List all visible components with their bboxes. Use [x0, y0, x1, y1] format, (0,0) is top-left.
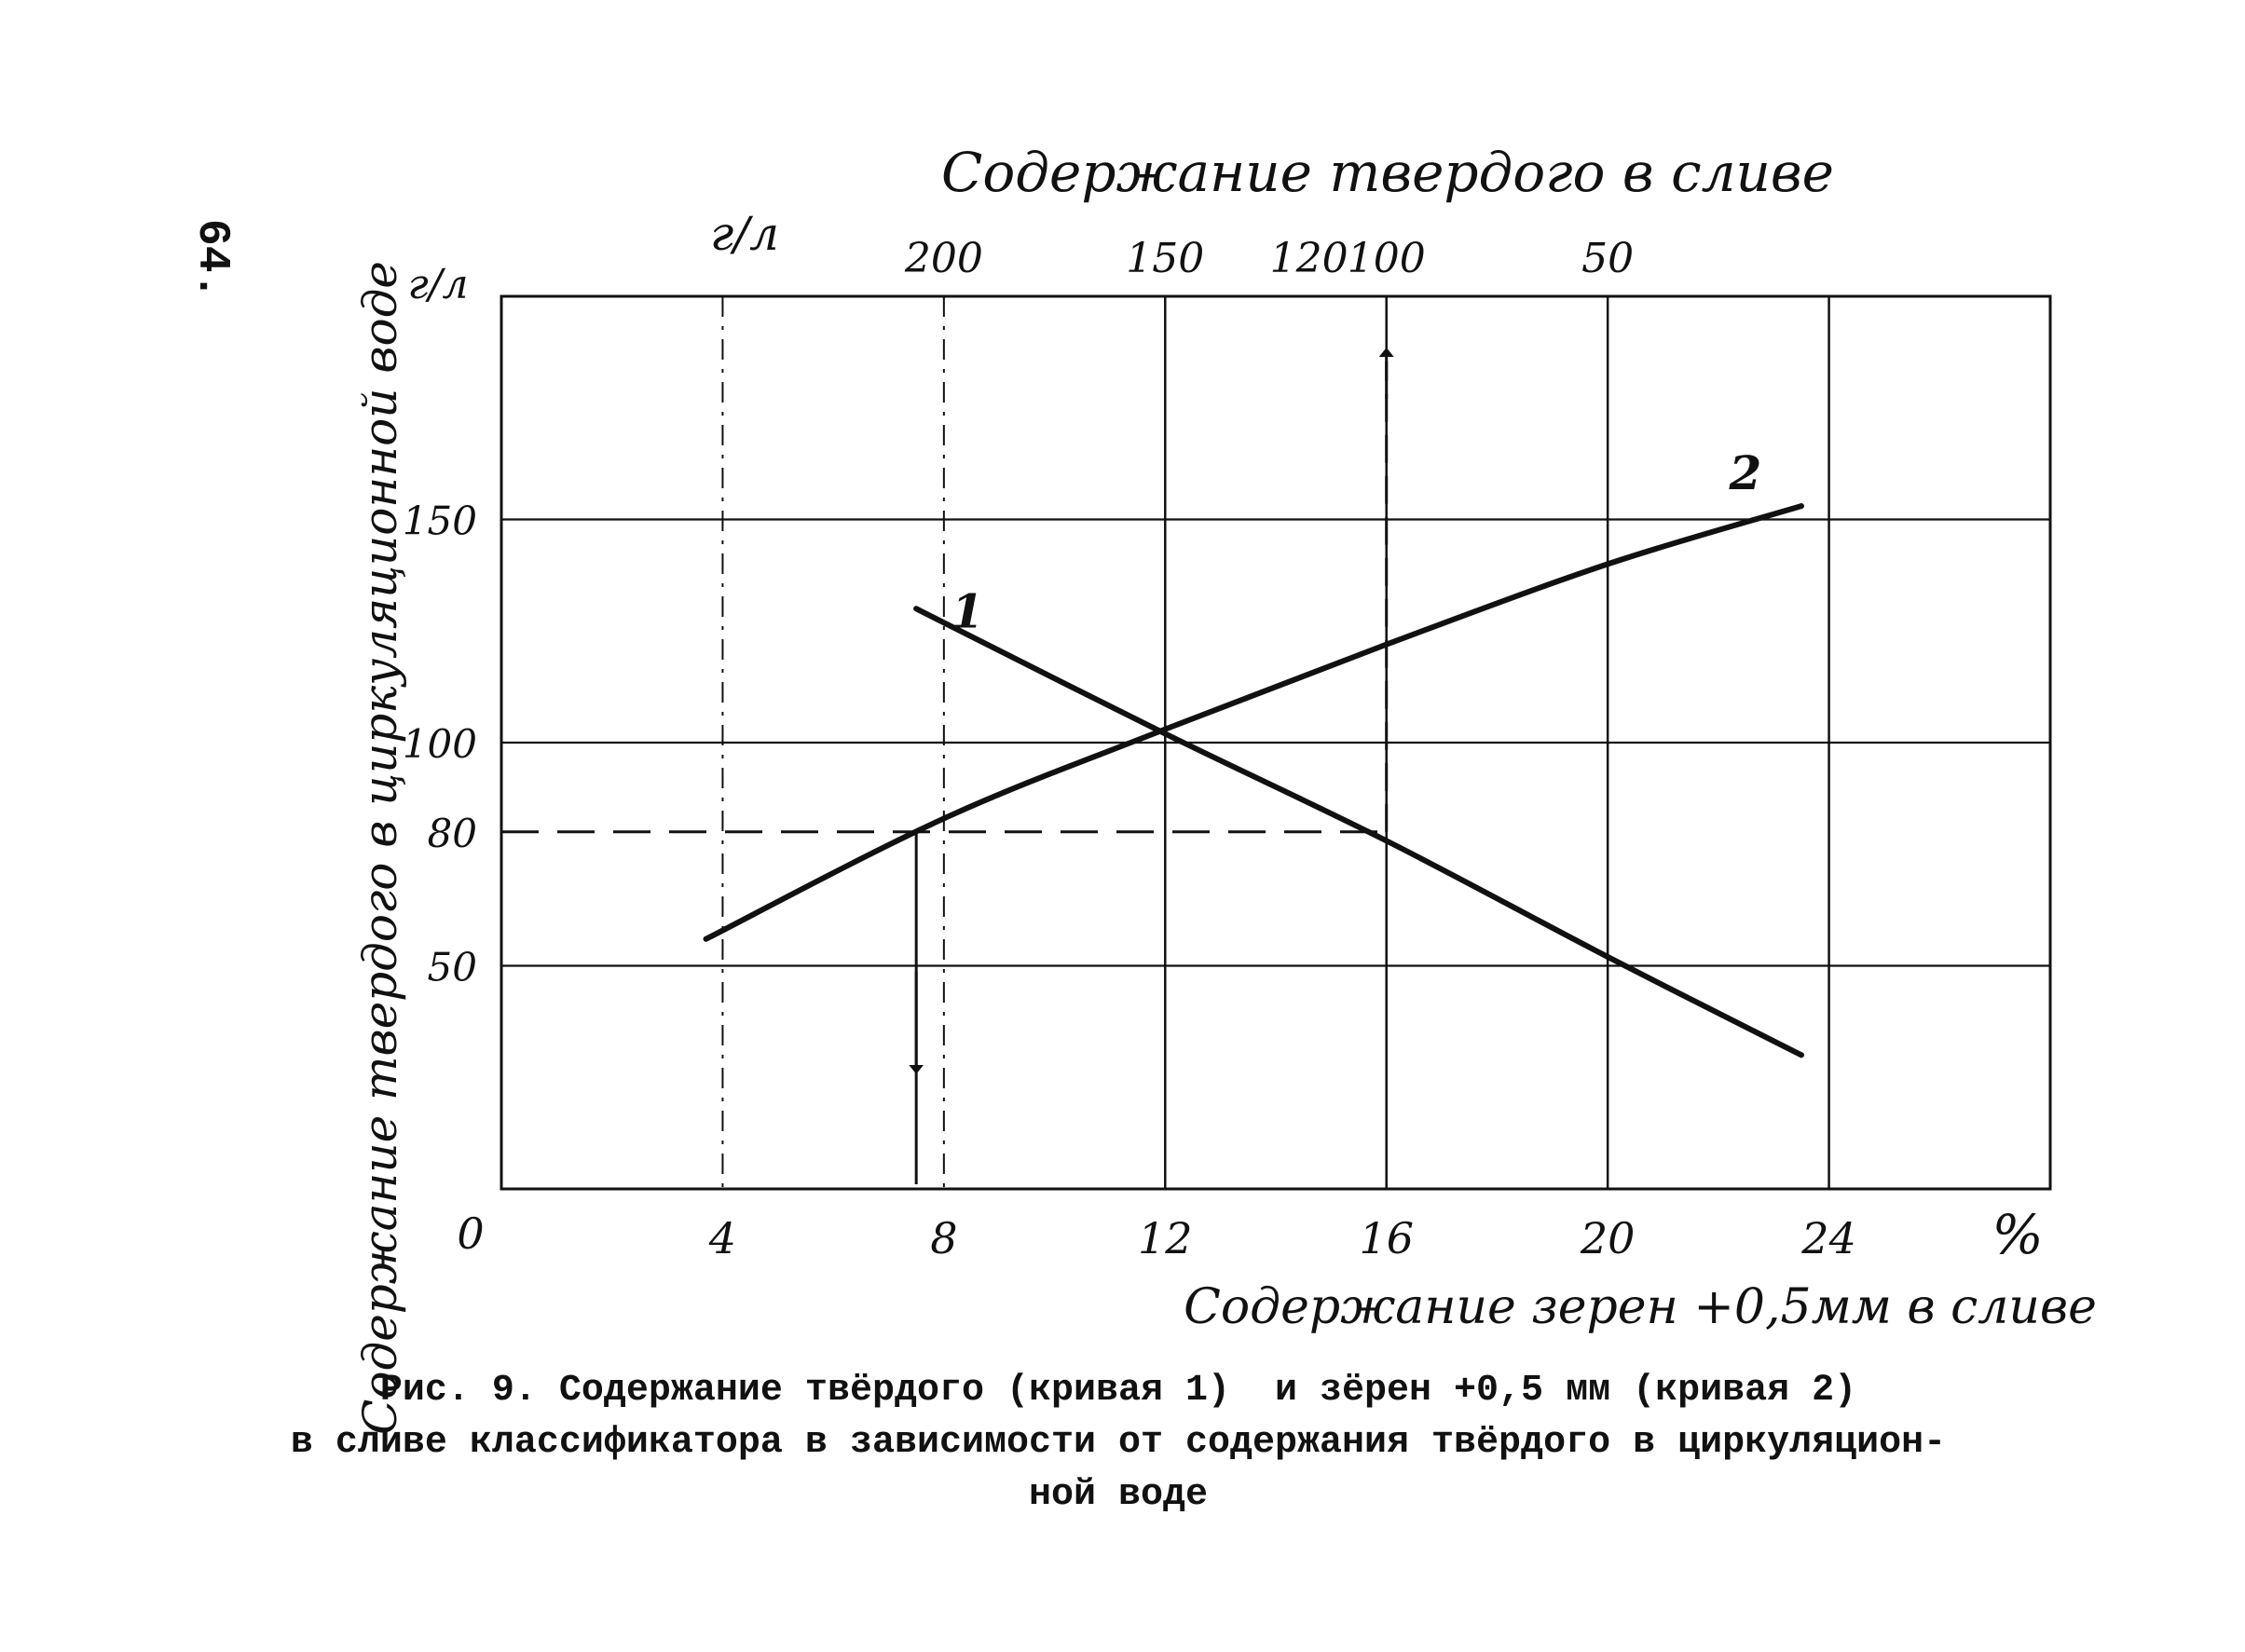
y-tick-label-2: 100: [403, 721, 477, 767]
series-2-point-5: [1798, 503, 1804, 510]
y-axis-label: Содержание твердого в циркуляционной вод…: [353, 261, 407, 1435]
series-2-label: 2: [1728, 445, 1761, 500]
guide-lines: [501, 348, 1394, 1184]
series-2-point-1: [940, 815, 947, 822]
top-tick-label-1: 150: [1126, 235, 1204, 282]
x-axis-ticks: 4 8 12 16 20 24: [708, 1213, 1856, 1263]
y-tick-label-3: 150: [403, 498, 477, 544]
y-tick-label-0: 50: [428, 945, 477, 990]
x-tick-label-4: 20: [1580, 1213, 1636, 1263]
plot-frame: [500, 294, 2052, 1191]
page-number: 64.: [186, 219, 237, 299]
top-tick-label-0: 200: [904, 235, 983, 282]
x-origin-label: 0: [457, 1208, 484, 1259]
x-axis-label: Содержание зерен +0,5мм в сливе: [1184, 1279, 2097, 1335]
x-tick-label-3: 16: [1359, 1213, 1414, 1263]
figure-caption: Рис. 9. Содержание твёрдого (кривая 1) и…: [242, 1365, 1994, 1522]
top-tick-label-4: 50: [1581, 235, 1634, 282]
x-axis-unit: %: [1992, 1203, 2043, 1266]
series-1-point-3: [1605, 953, 1611, 960]
top-tick-label-2: 120: [1270, 235, 1348, 282]
top-tick-label-3: 100: [1348, 235, 1426, 282]
caption-line-1: Рис. 9. Содержание твёрдого (кривая 1) и…: [379, 1370, 1857, 1412]
y-tick-label-1: 80: [428, 811, 477, 856]
series-2-point-3: [1383, 641, 1389, 648]
series-2-point-2: [1162, 726, 1169, 732]
x-tick-label-1: 8: [930, 1213, 957, 1263]
series-1-label: 1: [951, 583, 984, 638]
x-tick-label-0: 4: [708, 1213, 736, 1263]
x-tick-label-5: 24: [1800, 1213, 1856, 1263]
y-axis-unit: г/л: [407, 261, 468, 308]
top-axis-label: Содержание твердого в сливе: [941, 141, 1834, 204]
grid: [501, 296, 2050, 1189]
series-1-point-0: [913, 606, 920, 612]
top-axis-unit: г/л: [710, 207, 779, 261]
series-1-point-4: [1798, 1052, 1804, 1058]
caption-line-3: ной воде: [1028, 1474, 1209, 1516]
caption-line-2: в сливе классификатора в зависимости от …: [290, 1422, 1947, 1464]
series-2-point-4: [1605, 561, 1611, 567]
y-axis-ticks: 50 80 100 150: [403, 498, 477, 990]
series-1-point-2: [1383, 838, 1389, 844]
series-2-line: [703, 503, 1804, 942]
series-group: 12: [703, 445, 1804, 1058]
x-tick-label-2: 12: [1138, 1213, 1193, 1263]
top-axis-ticks: 200 150 120 100 50: [904, 235, 1634, 282]
series-2-point-0: [703, 935, 709, 942]
